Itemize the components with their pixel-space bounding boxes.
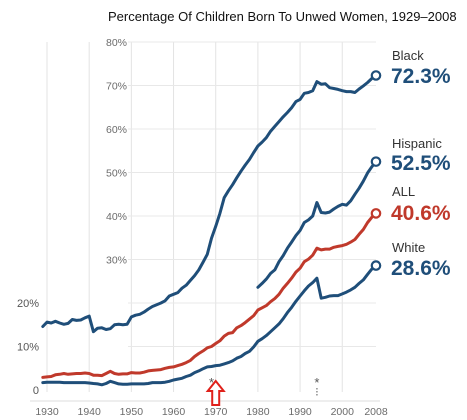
series-end-marker-black: [370, 70, 382, 81]
x-tick-label: 1970: [204, 406, 228, 418]
series-end-marker-white: [370, 260, 382, 271]
y-tick-label: 20%: [17, 298, 39, 310]
annotation-asterisk: *: [314, 375, 319, 390]
gridlines: [30, 41, 380, 402]
series-value-label: 28.6%: [391, 257, 451, 280]
y-tick-label: 0: [33, 385, 39, 397]
series-end-marker-hispanic: [370, 156, 382, 167]
x-tick-label: 1990: [288, 406, 312, 418]
series-end-marker-all: [370, 208, 382, 219]
chart-title: Percentage Of Children Born To Unwed Wom…: [108, 9, 457, 24]
y-tick-label: 30%: [106, 255, 127, 267]
y-tick-label: 70%: [106, 81, 127, 93]
x-tick-label: 1930: [35, 406, 59, 418]
highlight-up-arrow: [205, 379, 226, 406]
series-value-label: 52.5%: [391, 152, 451, 175]
series-name-label: ALL: [392, 184, 415, 199]
series-value-label: 72.3%: [391, 65, 451, 88]
series-value-label: 40.6%: [391, 202, 451, 225]
series-lines: [41, 74, 378, 387]
annotation-asterisk: *: [209, 375, 214, 390]
axis-ticks: 0 10% 20% 30% 40% 50% 60% 70% 80% 1930 1940 1950 196…: [17, 37, 388, 418]
y-tick-label: 80%: [106, 37, 127, 49]
series-name-label: Hispanic: [392, 136, 442, 151]
series-line-black: [41, 74, 378, 334]
y-tick-label: 60%: [106, 124, 127, 136]
y-tick-label: 40%: [106, 211, 127, 223]
series-line-white: [41, 264, 378, 387]
annotations: * *: [205, 375, 319, 406]
series-name-label: White: [392, 240, 425, 255]
y-tick-label: 50%: [106, 168, 127, 180]
end-markers: [370, 70, 382, 271]
x-tick-label: 1940: [77, 406, 101, 418]
x-tick-label: 2000: [331, 406, 355, 418]
x-tick-label: 1950: [120, 406, 144, 418]
x-tick-label: 1960: [162, 406, 186, 418]
y-tick-label: 10%: [17, 342, 39, 354]
x-tick-label: 2008: [364, 406, 388, 418]
series-line-hispanic: [256, 160, 378, 289]
series-line-all: [41, 211, 378, 379]
x-tick-label: 1980: [246, 406, 270, 418]
series-name-label: Black: [392, 48, 424, 63]
